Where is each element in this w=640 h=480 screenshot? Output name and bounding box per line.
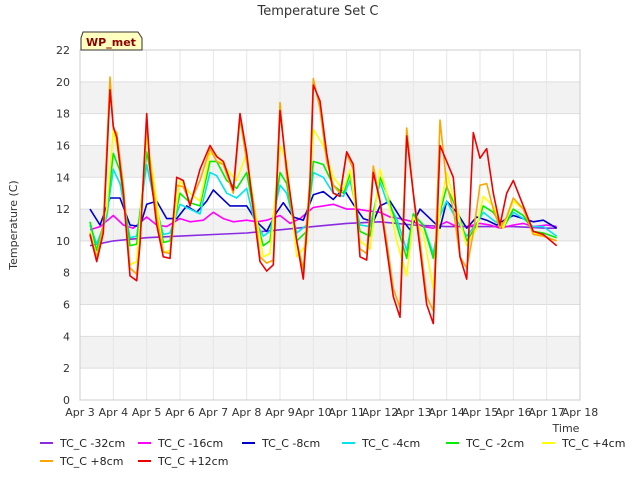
series-line-5 xyxy=(89,128,557,290)
y-tick-label: 10 xyxy=(56,235,70,248)
y-tick-label: 0 xyxy=(63,394,70,407)
wp-met-badge: WP_met xyxy=(80,31,143,51)
x-tick-label: Apr 17 xyxy=(528,406,565,419)
background-band xyxy=(80,336,580,369)
badge-label: WP_met xyxy=(86,36,136,49)
badge-shape xyxy=(80,31,143,51)
legend-label: TC_C +12cm xyxy=(157,455,228,468)
x-tick-label: Apr 8 xyxy=(232,406,262,419)
legend-item: TC_C +4cm xyxy=(542,437,625,450)
legend-item: TC_C -32cm xyxy=(40,437,125,450)
x-axis-ticks: Apr 3 Apr 4 Apr 5 Apr 6 Apr 7 Apr 8 Apr 9 Apr 1… xyxy=(65,406,598,419)
x-tick-label: Apr 13 xyxy=(395,406,432,419)
legend-label: TC_C -32cm xyxy=(59,437,125,450)
x-tick-label: Apr 5 xyxy=(132,406,162,419)
legend-item: TC_C -16cm xyxy=(138,437,223,450)
x-tick-label: Apr 15 xyxy=(462,406,499,419)
y-tick-label: 8 xyxy=(63,267,70,280)
x-tick-label: Apr 14 xyxy=(428,406,465,419)
series-line-7 xyxy=(89,84,558,325)
y-tick-label: 16 xyxy=(56,139,70,152)
legend-label: TC_C +4cm xyxy=(561,437,625,450)
x-tick-label: Apr 16 xyxy=(495,406,532,419)
y-tick-label: 14 xyxy=(56,171,70,184)
y-tick-label: 18 xyxy=(56,108,70,121)
legend: TC_C -32cm TC_C -16cm TC_C -8cm TC_C -4cm TC… xyxy=(40,437,625,468)
y-axis-label: Temperature (C) xyxy=(7,180,20,270)
legend-label: TC_C -2cm xyxy=(465,437,524,450)
y-tick-label: 4 xyxy=(63,330,70,343)
background-band xyxy=(80,272,580,305)
y-tick-label: 2 xyxy=(63,362,70,375)
legend-item: TC_C -8cm xyxy=(242,437,320,450)
legend-label: TC_C -16cm xyxy=(157,437,223,450)
x-tick-label: Apr 6 xyxy=(165,406,195,419)
legend-item: TC_C +12cm xyxy=(138,455,228,468)
y-axis-ticks: 0 2 4 6 8 10 12 14 16 18 20 22 xyxy=(56,44,70,407)
x-tick-label: Apr 4 xyxy=(99,406,129,419)
background-band xyxy=(80,81,580,114)
legend-item: TC_C -2cm xyxy=(446,437,524,450)
series-lines xyxy=(89,76,558,325)
y-tick-label: 20 xyxy=(56,76,70,89)
plot-background-bands xyxy=(80,81,580,369)
plot-area-frame xyxy=(79,49,581,401)
legend-item: TC_C +8cm xyxy=(40,455,123,468)
series-line-6 xyxy=(89,76,557,312)
legend-label: TC_C +8cm xyxy=(59,455,123,468)
x-axis-label: Time xyxy=(552,422,580,435)
chart-title: Temperature Set C xyxy=(256,4,378,19)
x-tick-label: Apr 18 xyxy=(562,406,599,419)
series-line-1 xyxy=(89,203,557,231)
legend-label: TC_C -8cm xyxy=(261,437,320,450)
x-tick-label: Apr 9 xyxy=(265,406,295,419)
y-tick-label: 22 xyxy=(56,44,70,57)
x-tick-label: Apr 10 xyxy=(295,406,332,419)
legend-label: TC_C -4cm xyxy=(361,437,420,450)
y-tick-label: 12 xyxy=(56,203,70,216)
x-tick-label: Apr 7 xyxy=(199,406,229,419)
x-tick-label: Apr 11 xyxy=(328,406,365,419)
y-tick-label: 6 xyxy=(63,299,70,312)
x-tick-label: Apr 3 xyxy=(65,406,95,419)
legend-item: TC_C -4cm xyxy=(342,437,420,450)
x-tick-label: Apr 12 xyxy=(362,406,399,419)
